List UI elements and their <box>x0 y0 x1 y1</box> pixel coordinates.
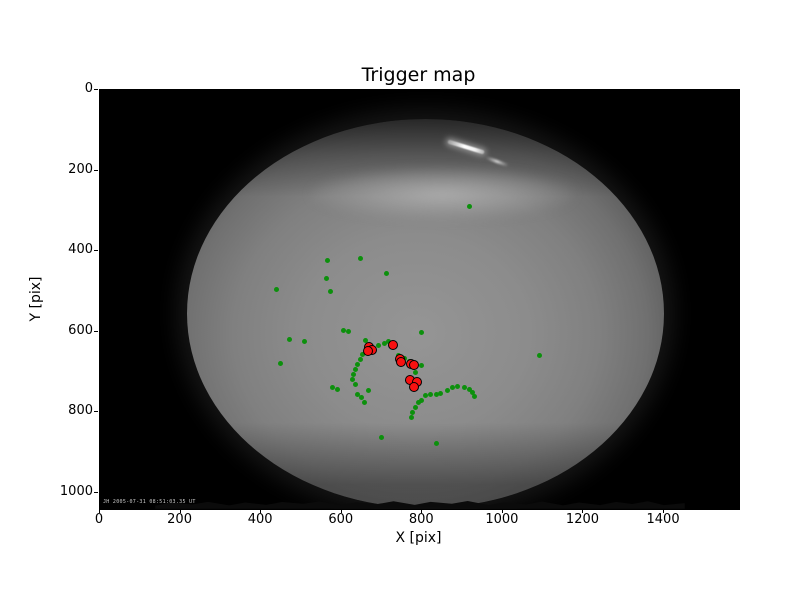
red-trigger-point <box>395 356 406 367</box>
green-point <box>410 410 416 416</box>
green-point <box>433 441 439 447</box>
green-point <box>341 327 347 333</box>
plot-area: JH 2005-07-31 08:51:03.35 UT <box>99 89 740 510</box>
x-tick-mark <box>260 509 262 513</box>
y-tick-mark <box>94 330 98 332</box>
green-point <box>357 255 363 261</box>
green-point <box>351 371 357 377</box>
y-tick-mark <box>94 491 98 493</box>
green-point <box>361 400 367 406</box>
y-tick-mark <box>94 169 98 171</box>
y-tick-label: 600 <box>68 322 93 338</box>
plot-title: Trigger map <box>361 64 476 86</box>
green-point <box>286 337 292 343</box>
cloud-highlight <box>310 168 575 220</box>
green-point <box>376 342 382 348</box>
x-tick-mark <box>421 509 423 513</box>
green-point <box>383 271 389 277</box>
green-point <box>358 395 364 401</box>
x-tick-mark <box>663 509 665 513</box>
green-point <box>357 356 363 362</box>
green-point <box>466 386 472 392</box>
x-tick-mark <box>340 509 342 513</box>
green-point <box>324 275 330 281</box>
x-tick-label: 200 <box>167 512 192 527</box>
green-point <box>327 288 333 294</box>
tree-silhouette <box>155 500 685 509</box>
green-point <box>413 404 419 410</box>
green-point <box>428 392 434 398</box>
x-tick-mark <box>179 509 181 513</box>
x-tick-mark <box>582 509 584 513</box>
x-axis-label: X [pix] <box>395 530 442 546</box>
green-point <box>329 385 335 391</box>
x-tick-label: 600 <box>328 512 354 527</box>
x-tick-mark <box>99 509 100 513</box>
green-point <box>450 385 456 391</box>
y-tick-label: 0 <box>84 81 93 96</box>
red-trigger-point <box>409 360 420 371</box>
green-point <box>418 397 424 403</box>
y-tick-mark <box>94 89 98 90</box>
green-point <box>353 381 359 387</box>
y-tick-label: 200 <box>68 161 93 177</box>
green-point <box>412 370 418 376</box>
green-point <box>470 390 476 396</box>
green-point <box>438 391 444 397</box>
green-point <box>354 361 360 367</box>
x-tick-label: 1400 <box>646 512 680 527</box>
green-point <box>277 360 283 366</box>
x-tick-mark <box>501 509 503 513</box>
y-tick-label: 400 <box>68 242 93 258</box>
red-trigger-point <box>363 346 374 357</box>
x-tick-label: 800 <box>408 512 434 527</box>
y-tick-label: 1000 <box>59 483 93 499</box>
green-point <box>408 415 414 421</box>
green-point <box>381 340 387 346</box>
green-point <box>273 286 279 292</box>
green-point <box>360 351 366 357</box>
green-point <box>350 376 356 382</box>
y-tick-label: 800 <box>68 403 93 419</box>
green-point <box>362 338 368 344</box>
x-tick-label: 0 <box>94 512 104 527</box>
x-tick-label: 1000 <box>485 512 519 527</box>
green-point <box>433 391 439 397</box>
green-point <box>325 257 331 263</box>
green-point <box>352 366 358 372</box>
green-point <box>301 339 307 345</box>
green-point <box>423 393 429 399</box>
green-point <box>467 204 473 210</box>
green-point <box>537 352 543 358</box>
green-point <box>365 388 371 394</box>
green-point <box>354 391 360 397</box>
y-tick-mark <box>94 411 98 413</box>
green-point <box>415 400 421 406</box>
green-point <box>385 339 391 345</box>
green-point <box>418 330 424 336</box>
green-point <box>461 385 467 391</box>
green-point <box>471 394 477 400</box>
green-point <box>445 388 451 394</box>
green-point <box>455 384 461 390</box>
green-point <box>418 362 424 368</box>
green-point <box>345 329 351 335</box>
red-trigger-point <box>388 340 399 351</box>
green-point <box>335 387 341 393</box>
camera-timestamp-watermark: JH 2005-07-31 08:51:03.35 UT <box>103 499 196 505</box>
y-tick-mark <box>94 250 98 252</box>
green-point <box>379 435 385 441</box>
x-tick-label: 400 <box>247 512 273 527</box>
y-axis-label: Y [pix] <box>28 276 44 322</box>
x-tick-label: 1200 <box>565 512 600 527</box>
red-trigger-point <box>409 381 420 392</box>
